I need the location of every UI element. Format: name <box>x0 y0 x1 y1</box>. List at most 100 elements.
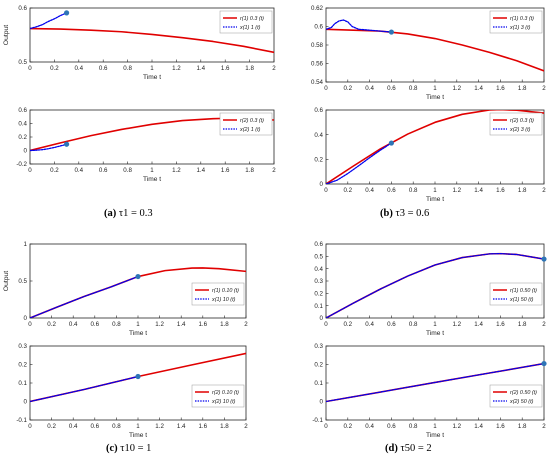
y-tick-label: 0.6 <box>314 241 323 248</box>
x-tick-label: 0.8 <box>123 65 132 72</box>
panel-b-top: 0 0.2 0.4 0.6 0.8 1 1.2 1.4 1.6 1.8 2 0.54 0.56 0.58 0… <box>311 5 546 101</box>
x-axis-label: Time t <box>143 74 161 81</box>
y-tick-label: -0.1 <box>312 417 323 424</box>
y-axis-label: Output <box>3 25 10 46</box>
panel-d-top: 0 0.2 0.4 0.6 0.8 1 1.2 1.4 1.6 1.8 2 0 0.1 0.2 0.3 0.4… <box>314 241 547 337</box>
legend: r(1) 0.50 (t) x(1) 50 (t) <box>489 282 543 306</box>
x-tick-label: 1.6 <box>221 65 230 72</box>
panel-a-bottom: 0 0.2 0.4 0.6 0.8 1 1.2 1.4 1.6 1.8 2-0.200.20.40.… <box>16 107 276 183</box>
legend-entry-label: r(1) 0.3 (t) <box>510 16 534 22</box>
y-tick-label: 0.4 <box>18 121 27 128</box>
legend-entry-label: r(2) 0.3 (t) <box>240 118 264 124</box>
x-tick-label: 0.6 <box>99 167 108 174</box>
data-layer <box>326 362 544 403</box>
x-tick-label: 0.8 <box>409 85 418 92</box>
plot-frame <box>29 243 247 319</box>
plot-frame <box>29 345 247 421</box>
y-tick-label: 0 <box>320 181 324 188</box>
y-tick-label: 0.1 <box>314 380 323 387</box>
x-tick-label: 1.2 <box>172 167 181 174</box>
caption-b-text: τ3 = 0.6 <box>395 208 430 219</box>
endpoint-marker <box>541 360 547 367</box>
x-tick-label: 0.2 <box>50 65 59 72</box>
legend: r(1) 0.10 (t) x(1) 10 (t) <box>191 282 245 306</box>
y-tick-label: 0.1 <box>18 380 27 387</box>
x-tick-label: 1.4 <box>474 85 483 92</box>
caption-b-label: (b) <box>380 208 393 219</box>
x-tick-label: 1.2 <box>155 423 164 430</box>
x-tick-label: 1.6 <box>198 321 207 328</box>
y-tick-label: 0.6 <box>314 107 323 114</box>
x-tick-label: 0.6 <box>90 321 99 328</box>
legend-entry-label: r(1) 0.50 (t) <box>510 288 537 294</box>
x-tick-label: 2 <box>542 85 546 92</box>
series-estimate-line <box>326 362 544 403</box>
x-tick-label: 1 <box>136 321 140 328</box>
legend-entry-label: r(2) 0.3 (t) <box>510 118 534 124</box>
x-tick-label: 0.6 <box>387 85 396 92</box>
x-tick-label: 1.2 <box>155 321 164 328</box>
series-reference-line <box>326 28 544 72</box>
x-tick-label: 1.8 <box>518 85 527 92</box>
legend-box <box>489 10 543 34</box>
y-tick-label: 0.4 <box>314 132 323 139</box>
panel-c-top: 0 0.2 0.4 0.6 0.8 1 1.2 1.4 1.6 1.8 2 0 0.5 1 Time t Ou… <box>3 241 248 337</box>
x-tick-label: 0.4 <box>365 423 374 430</box>
y-tick-label: 0.3 <box>314 278 323 285</box>
x-tick-label: 1.2 <box>452 321 461 328</box>
legend-entry-label: x(1) 10 (t) <box>211 297 236 303</box>
x-tick-label: 0.8 <box>112 321 121 328</box>
y-tick-label: -0.2 <box>16 161 27 168</box>
y-tick-label: 0.3 <box>18 343 27 350</box>
x-tick-label: 1.6 <box>198 423 207 430</box>
legend-entry-label: x(1) 3 (t) <box>509 25 531 31</box>
x-tick-label: 1.8 <box>245 65 254 72</box>
x-tick-label: 1.6 <box>496 85 505 92</box>
legend-entry-label: r(2) 0.10 (t) <box>212 390 239 396</box>
x-tick-label: 0.6 <box>387 187 396 194</box>
y-tick-label: 0.62 <box>311 5 324 12</box>
y-tick-label: 0.3 <box>314 343 323 350</box>
x-tick-label: 1.6 <box>496 187 505 194</box>
y-tick-label: 0.1 <box>314 303 323 310</box>
x-tick-label: 0.2 <box>47 423 56 430</box>
series-estimate-line <box>30 12 68 30</box>
caption-d-text: τ50 = 2 <box>400 443 432 454</box>
x-tick-label: 0.8 <box>409 321 418 328</box>
series-estimate-line <box>30 143 68 152</box>
x-tick-label: 2 <box>244 321 248 328</box>
x-tick-label: 1.6 <box>496 321 505 328</box>
series-estimate-line <box>326 19 393 33</box>
data-layer <box>30 12 274 54</box>
x-tick-label: 0.4 <box>365 187 374 194</box>
x-tick-label: 1.2 <box>452 187 461 194</box>
x-axis-label: Time t <box>129 330 147 337</box>
x-tick-label: 0.4 <box>74 65 83 72</box>
caption-c-label: (c) <box>106 443 118 454</box>
x-tick-label: 0.4 <box>74 167 83 174</box>
legend: r(2) 0.3 (t) x(2) 1 (t) <box>219 112 273 136</box>
y-tick-label: -0.1 <box>16 417 27 424</box>
y-tick-label: 0.6 <box>18 107 27 114</box>
x-tick-label: 0 <box>28 167 32 174</box>
plot-frame <box>325 243 545 319</box>
x-tick-label: 0.2 <box>47 321 56 328</box>
legend-entry-label: r(1) 0.10 (t) <box>212 288 239 294</box>
y-tick-label: 0 <box>24 315 28 322</box>
x-tick-label: 0 <box>324 321 328 328</box>
y-tick-label: 0.6 <box>314 24 323 31</box>
x-axis-label: Time t <box>426 432 444 439</box>
legend-entry-label: r(2) 0.50 (t) <box>510 390 537 396</box>
x-tick-label: 1.4 <box>474 321 483 328</box>
x-tick-label: 0.2 <box>343 85 352 92</box>
legend-entry-label: x(1) 50 (t) <box>509 297 534 303</box>
x-tick-label: 2 <box>542 187 546 194</box>
x-tick-label: 1.4 <box>177 423 186 430</box>
y-tick-label: 0.56 <box>311 61 324 68</box>
x-tick-label: 1.2 <box>452 85 461 92</box>
x-tick-label: 0 <box>324 187 328 194</box>
legend-box <box>489 384 543 408</box>
legend-box <box>191 282 245 306</box>
x-tick-label: 1.8 <box>518 321 527 328</box>
x-axis-label: Time t <box>426 330 444 337</box>
